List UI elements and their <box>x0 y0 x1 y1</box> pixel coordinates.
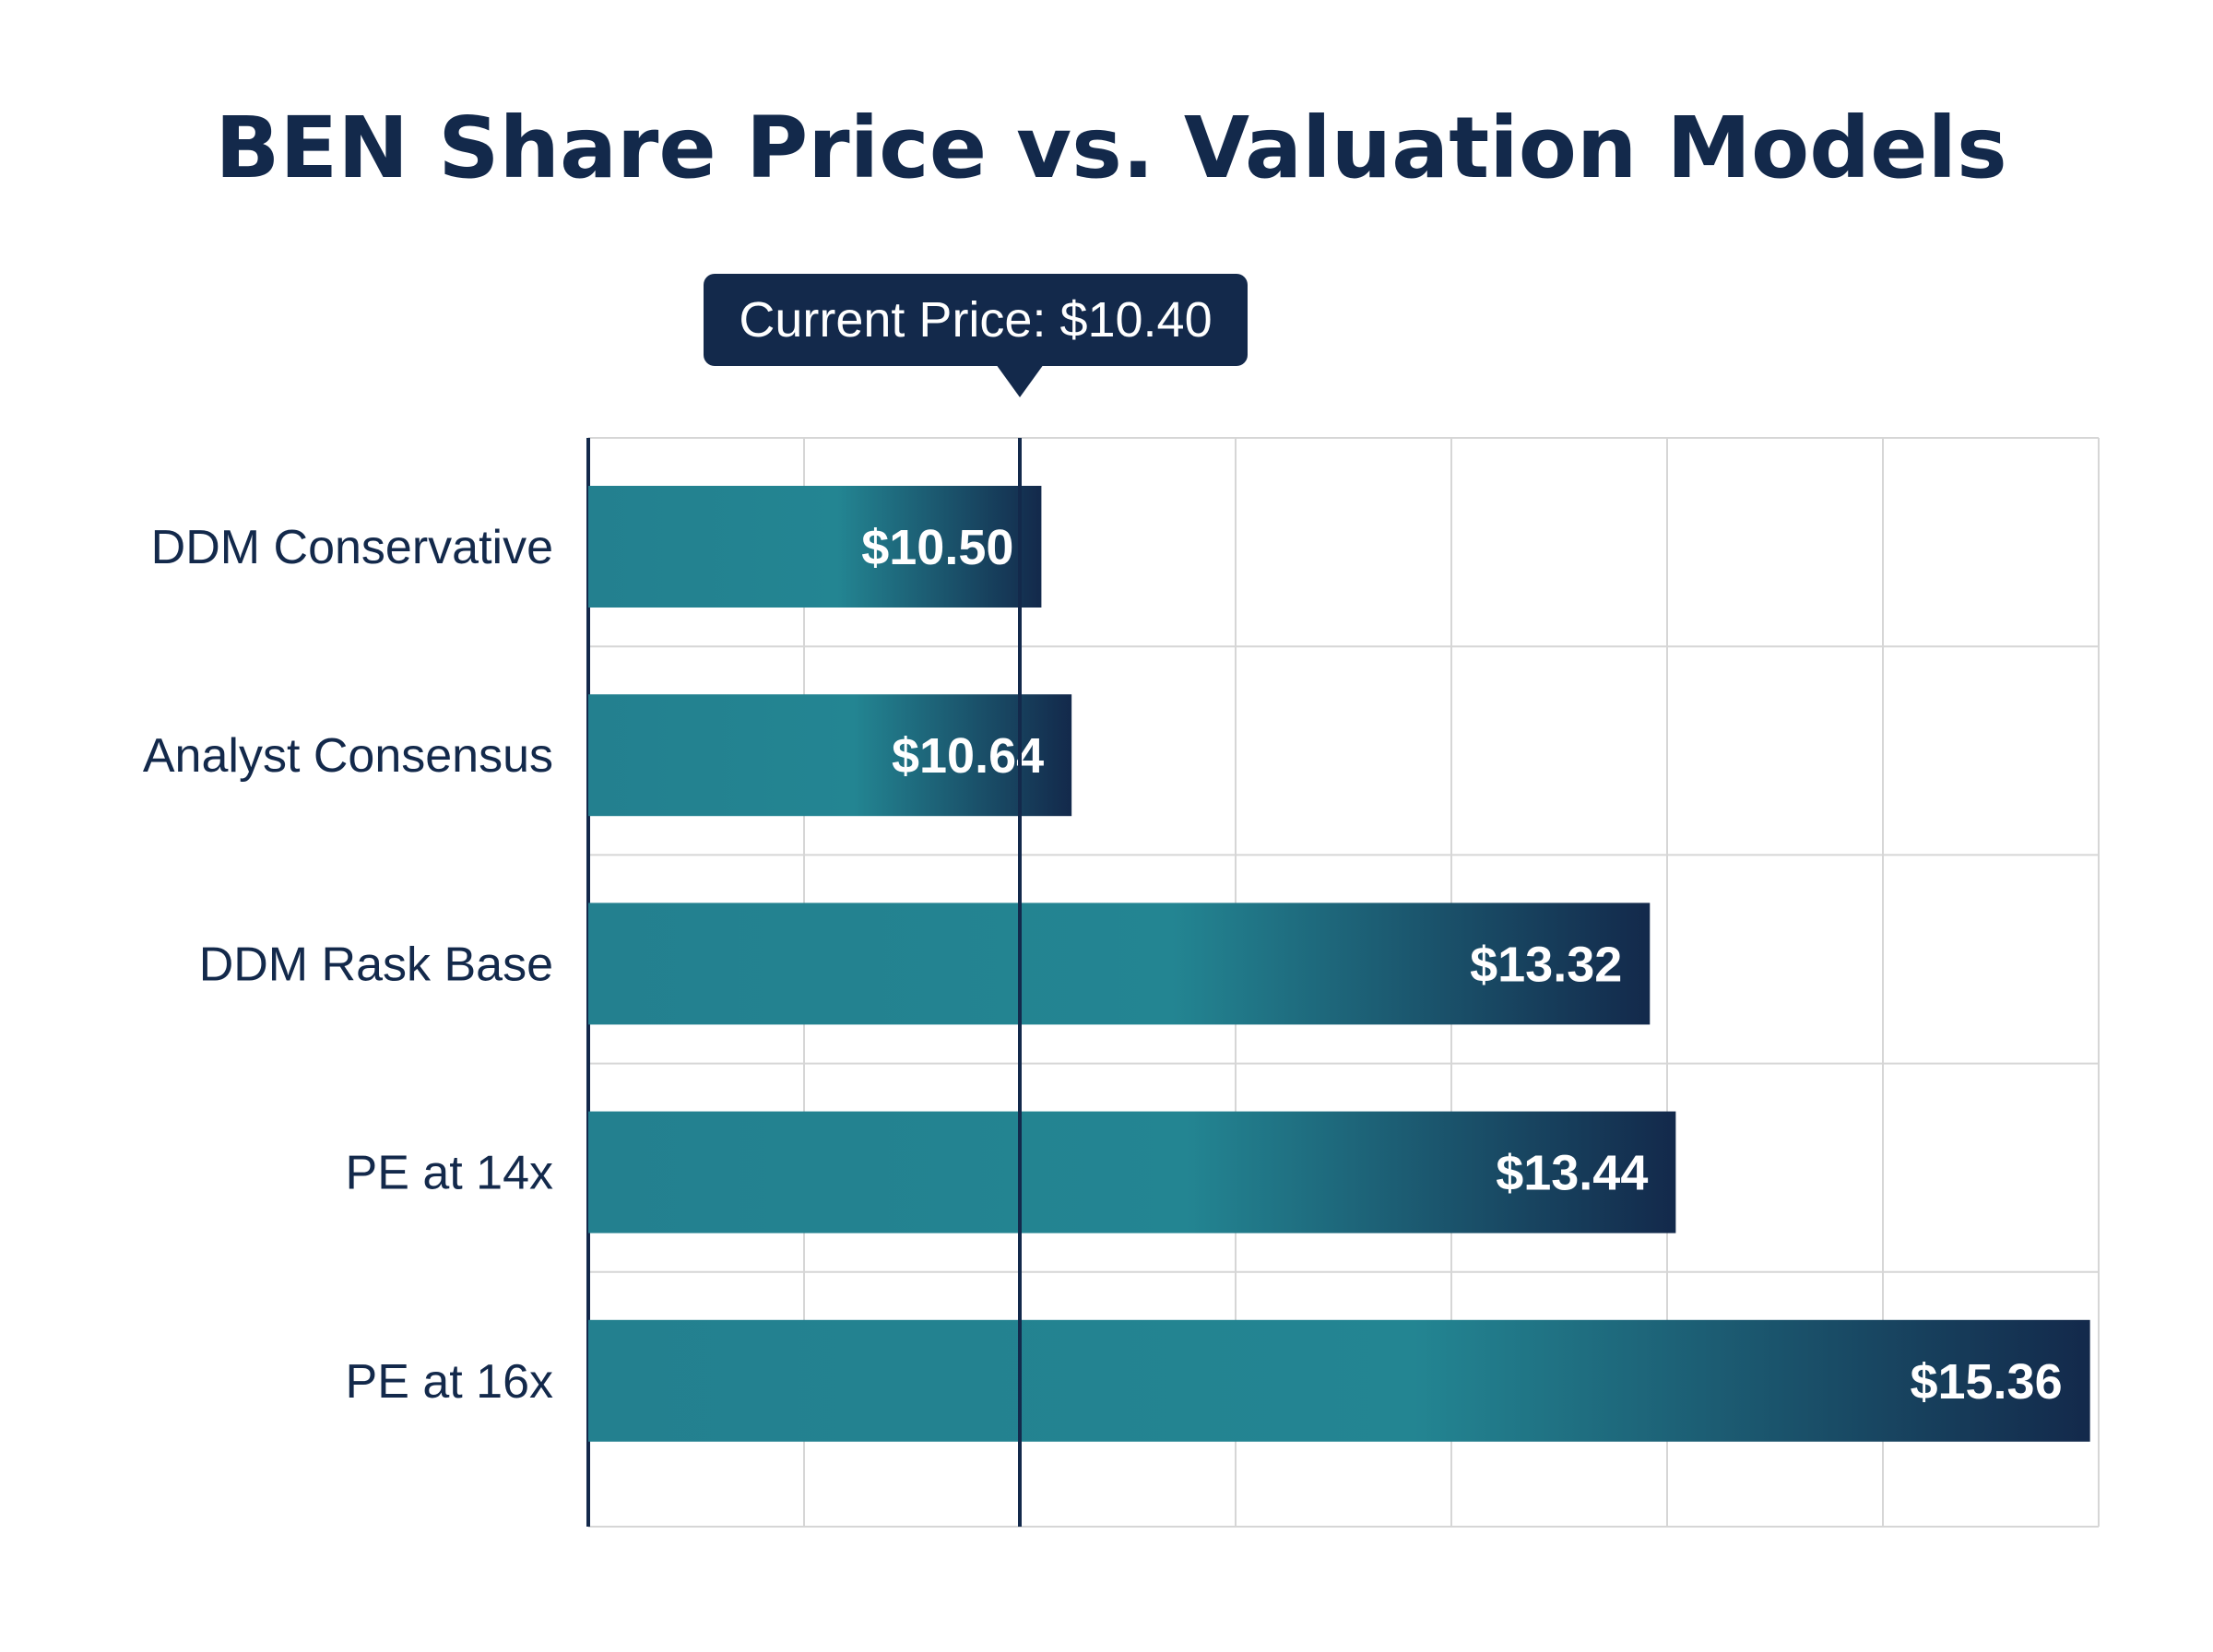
bar <box>588 694 1072 817</box>
bar <box>588 903 1651 1025</box>
reference-line-group: Current Price: $10.40 <box>704 274 1248 1527</box>
category-label: Analyst Consensus <box>143 729 553 783</box>
callout-pointer <box>996 364 1044 397</box>
category-label: DDM Rask Base <box>199 938 553 991</box>
bar <box>588 1111 1676 1233</box>
category-label: PE at 16x <box>346 1355 553 1409</box>
chart-title: BEN Share Price vs. Valuation Models <box>215 99 2007 197</box>
value-label: $15.36 <box>1910 1354 2062 1410</box>
bar <box>588 1319 2090 1442</box>
value-label: $10.50 <box>861 520 1013 575</box>
bars: DDM Conservative $10.50 Analyst Consensus $… <box>143 486 2090 1442</box>
bar <box>588 486 1042 608</box>
current-price-label: Current Price: $10.40 <box>739 292 1212 348</box>
current-price-callout <box>704 274 1248 366</box>
category-label: PE at 14x <box>346 1147 553 1200</box>
category-label: DDM Conservative <box>151 521 553 574</box>
value-label: $13.44 <box>1496 1146 1648 1201</box>
value-label: $13.32 <box>1470 937 1622 992</box>
